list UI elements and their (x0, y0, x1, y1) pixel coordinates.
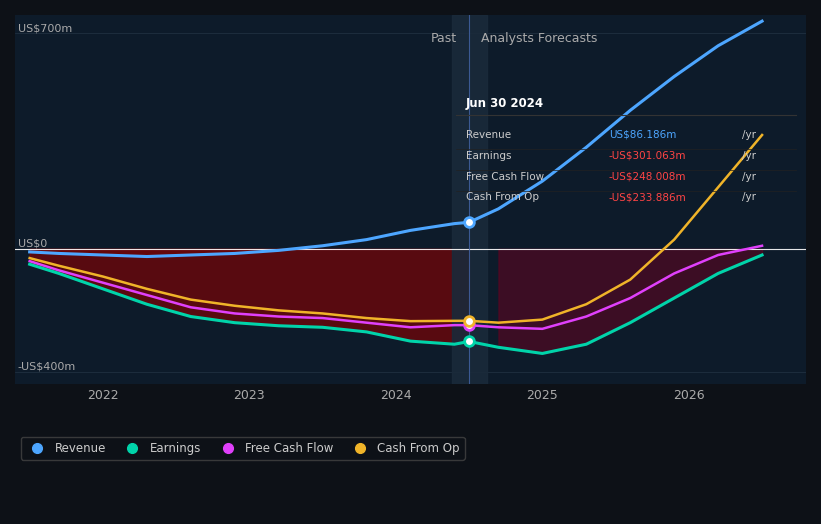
Text: /yr: /yr (742, 192, 756, 202)
Legend: Revenue, Earnings, Free Cash Flow, Cash From Op: Revenue, Earnings, Free Cash Flow, Cash … (21, 437, 465, 460)
Text: Revenue: Revenue (466, 129, 511, 139)
Text: US$86.186m: US$86.186m (609, 129, 677, 139)
Text: /yr: /yr (742, 150, 756, 160)
Text: -US$301.063m: -US$301.063m (609, 150, 686, 160)
Text: US$0: US$0 (18, 238, 47, 248)
Text: -US$233.886m: -US$233.886m (609, 192, 686, 202)
Text: Analysts Forecasts: Analysts Forecasts (481, 32, 597, 45)
Bar (452, 15, 487, 384)
Text: /yr: /yr (742, 171, 756, 181)
Text: Earnings: Earnings (466, 150, 511, 160)
Text: Jun 30 2024: Jun 30 2024 (466, 97, 544, 111)
Text: Cash From Op: Cash From Op (466, 192, 539, 202)
Text: Past: Past (431, 32, 457, 45)
Text: US$700m: US$700m (18, 24, 72, 34)
Text: -US$248.008m: -US$248.008m (609, 171, 686, 181)
Text: -US$400m: -US$400m (18, 362, 76, 372)
Text: Free Cash Flow: Free Cash Flow (466, 171, 544, 181)
Text: /yr: /yr (742, 129, 756, 139)
